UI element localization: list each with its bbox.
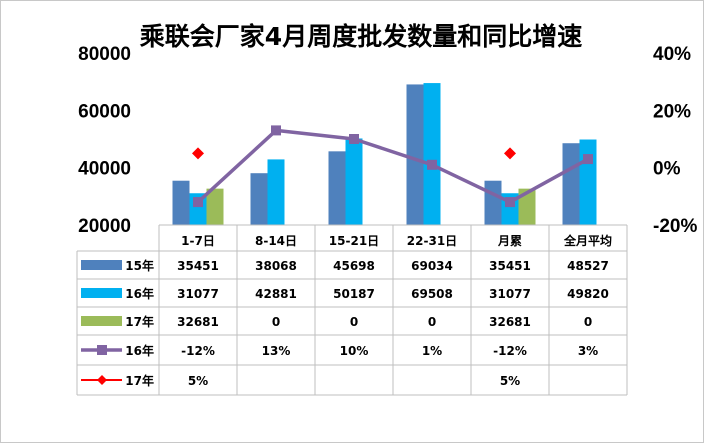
table-cell: 10% bbox=[340, 344, 369, 358]
table-cell: 0 bbox=[272, 315, 280, 329]
table-cell: 0 bbox=[428, 315, 436, 329]
table-cell: 3% bbox=[578, 344, 598, 358]
table-cell: 49820 bbox=[567, 287, 609, 301]
right-axis-tick: 40% bbox=[653, 44, 691, 65]
table-cell: 69508 bbox=[411, 287, 453, 301]
line-point bbox=[271, 125, 281, 136]
category-label: 15-21日 bbox=[329, 234, 379, 248]
right-axis-tick: -20% bbox=[653, 216, 697, 237]
right-axis-tick: 0% bbox=[653, 159, 681, 180]
line-point bbox=[583, 154, 593, 165]
bar bbox=[562, 143, 580, 225]
legend-key-marker bbox=[97, 375, 107, 385]
bar bbox=[406, 84, 424, 225]
table-cell: 0 bbox=[584, 315, 592, 329]
table-cell: 5% bbox=[500, 374, 520, 388]
table-cell: 5% bbox=[188, 374, 208, 388]
line-point bbox=[427, 159, 437, 170]
bar bbox=[172, 180, 190, 225]
table-cell: 69034 bbox=[411, 259, 453, 273]
left-axis-tick: 40000 bbox=[78, 159, 131, 180]
bar bbox=[518, 188, 536, 225]
category-label: 月累 bbox=[497, 234, 522, 248]
left-axis-labels: 80000 60000 40000 20000 bbox=[78, 44, 131, 237]
bar bbox=[250, 173, 268, 225]
right-axis-labels: 40% 20% 0% -20% bbox=[653, 44, 697, 237]
left-axis-tick: 60000 bbox=[78, 101, 131, 122]
bar bbox=[345, 138, 363, 225]
bar bbox=[328, 151, 346, 225]
left-axis-tick: 80000 bbox=[78, 44, 131, 65]
table-cell: 32681 bbox=[489, 315, 531, 329]
left-axis-tick: 20000 bbox=[78, 216, 131, 237]
diamond-point bbox=[192, 147, 204, 160]
line-point bbox=[349, 134, 359, 144]
bar bbox=[423, 83, 441, 226]
table-cell: -12% bbox=[181, 344, 215, 358]
data-table: 1-7日 8-14日 15-21日 22-31日 月累 全月平均 15年 35451 38068… bbox=[76, 224, 628, 396]
table-cell: -12% bbox=[493, 344, 527, 358]
table-cell: 31077 bbox=[177, 287, 219, 301]
bar bbox=[484, 180, 502, 225]
table-cell: 38068 bbox=[255, 259, 297, 273]
line-point bbox=[505, 197, 515, 208]
table-cell: 1% bbox=[422, 344, 442, 358]
category-label: 22-31日 bbox=[407, 234, 457, 248]
table-cell: 50187 bbox=[333, 287, 375, 301]
table-cell: 45698 bbox=[333, 259, 375, 273]
legend-key-marker bbox=[97, 345, 107, 355]
series-name: 17年 bbox=[125, 314, 154, 329]
legend-key bbox=[81, 316, 122, 326]
right-axis-tick: 20% bbox=[653, 101, 691, 122]
table-cell: 35451 bbox=[177, 259, 219, 273]
category-label: 全月平均 bbox=[563, 233, 612, 248]
table-cell: 31077 bbox=[489, 287, 531, 301]
bar bbox=[267, 159, 285, 225]
table-cell: 48527 bbox=[567, 259, 609, 273]
line-point bbox=[193, 197, 203, 208]
table-cell: 13% bbox=[262, 344, 291, 358]
diamond-point bbox=[504, 147, 516, 160]
series-name: 16年 bbox=[125, 343, 154, 358]
series-name: 15年 bbox=[125, 258, 154, 273]
table-cell: 42881 bbox=[255, 287, 297, 301]
legend-key bbox=[81, 288, 122, 298]
category-label: 8-14日 bbox=[255, 234, 297, 248]
table-cell: 32681 bbox=[177, 315, 219, 329]
table-cell: 0 bbox=[350, 315, 358, 329]
bar bbox=[206, 188, 224, 225]
legend-key bbox=[81, 260, 122, 270]
chart-title: 乘联会厂家4月周度批发数量和同比增速 bbox=[140, 22, 582, 51]
series-line bbox=[196, 128, 589, 204]
bar-marks bbox=[172, 83, 597, 226]
series-name: 16年 bbox=[125, 286, 154, 301]
table-cell: 35451 bbox=[489, 259, 531, 273]
line-marks bbox=[192, 125, 593, 208]
bar bbox=[579, 139, 597, 225]
series-name: 17年 bbox=[125, 373, 154, 388]
category-label: 1-7日 bbox=[181, 234, 215, 248]
